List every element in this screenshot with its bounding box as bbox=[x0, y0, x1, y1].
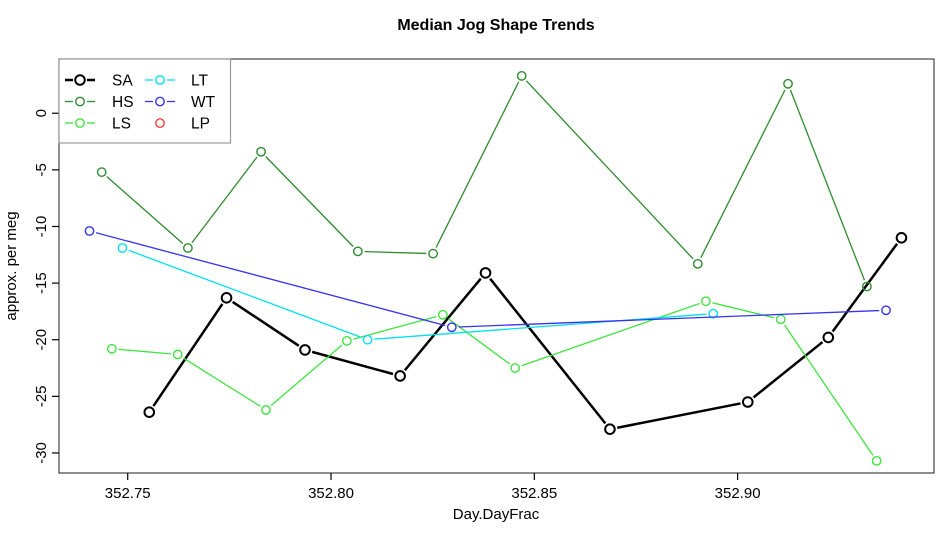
series-LS-segment bbox=[183, 357, 261, 407]
y-tick-label: -25 bbox=[33, 385, 50, 407]
series-SA-segment bbox=[616, 402, 741, 429]
legend-marker-LS bbox=[75, 118, 85, 128]
series-HS-point bbox=[352, 246, 363, 257]
series-SA-point bbox=[822, 331, 835, 344]
series-SA-point bbox=[741, 396, 754, 408]
series-SA-point bbox=[604, 423, 616, 435]
series-SA-point bbox=[220, 292, 233, 304]
series-LS-point bbox=[261, 405, 271, 415]
series-HS-point bbox=[96, 167, 107, 178]
legend-marker-LT bbox=[155, 75, 165, 85]
series-HS-point bbox=[256, 146, 266, 157]
series-WT-segment bbox=[458, 309, 880, 328]
legend-marker-LP bbox=[155, 118, 165, 128]
legend-label-LS: LS bbox=[112, 116, 131, 133]
series-HS-segment bbox=[700, 89, 786, 259]
series-SA-segment bbox=[489, 277, 607, 425]
series-LS-point bbox=[775, 314, 786, 325]
y-tick-label: -15 bbox=[33, 272, 50, 294]
series-WT-segment bbox=[95, 232, 446, 327]
series-SA-point bbox=[299, 344, 311, 356]
series-LS-point bbox=[510, 363, 521, 373]
y-tick-label: -10 bbox=[33, 216, 50, 238]
series-LS-point bbox=[437, 309, 448, 320]
series-LS-point bbox=[700, 296, 711, 307]
legend-label-LT: LT bbox=[191, 73, 208, 90]
plot-box bbox=[58, 58, 935, 474]
series-SA-point bbox=[143, 406, 156, 418]
legend-label-WT: WT bbox=[191, 94, 216, 111]
legend-marker-HS bbox=[75, 96, 85, 107]
x-tick-label: 352.75 bbox=[105, 485, 151, 502]
series-SA-segment bbox=[831, 243, 899, 333]
y-tick-label: -30 bbox=[33, 442, 50, 464]
series-HS-point bbox=[516, 70, 527, 81]
series-LS-segment bbox=[270, 344, 343, 407]
series-HS-point bbox=[783, 78, 793, 89]
series-HS-point bbox=[862, 281, 872, 292]
series-HS-segment bbox=[789, 89, 866, 281]
series-LT-point bbox=[117, 243, 128, 253]
series-HS-segment bbox=[525, 80, 694, 260]
legend-label-HS: HS bbox=[112, 94, 134, 111]
legend-marker-WT bbox=[155, 96, 165, 107]
legend-marker-SA bbox=[74, 74, 86, 86]
series-SA-segment bbox=[311, 350, 394, 376]
legend-label-SA: SA bbox=[112, 73, 133, 90]
series-LS-segment bbox=[783, 324, 874, 456]
series-LS-point bbox=[871, 455, 882, 466]
series-LT-point bbox=[708, 308, 719, 319]
series-HS-point bbox=[692, 258, 703, 269]
legend-label-LP: LP bbox=[191, 116, 210, 133]
series-WT-point bbox=[446, 322, 457, 333]
series-SA-point bbox=[895, 232, 908, 244]
series-HS-segment bbox=[265, 156, 354, 247]
series-LT-segment bbox=[374, 313, 707, 340]
series-HS-point bbox=[182, 243, 193, 253]
series-LT-point bbox=[362, 334, 373, 345]
series-HS-segment bbox=[364, 250, 427, 255]
series-HS-segment bbox=[191, 156, 258, 243]
series-LS-point bbox=[341, 335, 352, 346]
series-SA-segment bbox=[752, 341, 824, 399]
series-LS-point bbox=[172, 349, 183, 360]
series-SA-point bbox=[394, 370, 406, 382]
series-SA-segment bbox=[152, 303, 224, 407]
x-tick-label: 352.85 bbox=[511, 485, 557, 502]
y-tick-label: -5 bbox=[33, 163, 50, 176]
y-axis-title: approx. per meg bbox=[3, 211, 20, 320]
series-LS-segment bbox=[118, 348, 172, 355]
series-WT-point bbox=[84, 226, 95, 236]
chart-title: Median Jog Shape Trends bbox=[397, 17, 594, 34]
series-LS-point bbox=[106, 343, 117, 354]
series-LT-segment bbox=[128, 249, 362, 338]
series-HS-point bbox=[428, 248, 438, 259]
series-SA-segment bbox=[231, 300, 300, 347]
x-axis-title: Day.DayFrac bbox=[453, 506, 540, 523]
x-tick-label: 352.80 bbox=[308, 485, 354, 502]
series-SA-point bbox=[479, 267, 492, 279]
x-tick-label: 352.90 bbox=[715, 485, 761, 502]
series-HS-segment bbox=[106, 176, 184, 244]
y-tick-label: -20 bbox=[33, 329, 50, 351]
series-HS-segment bbox=[435, 81, 520, 248]
series-LS-segment bbox=[521, 302, 700, 367]
series-WT-point bbox=[881, 305, 891, 316]
series-LS-segment bbox=[447, 318, 511, 365]
plot-area: 352.75 352.80 352.85 352.90 0 -5 -10 -15 -20 -25 -… bbox=[33, 58, 935, 502]
y-tick-label: 0 bbox=[33, 109, 50, 117]
